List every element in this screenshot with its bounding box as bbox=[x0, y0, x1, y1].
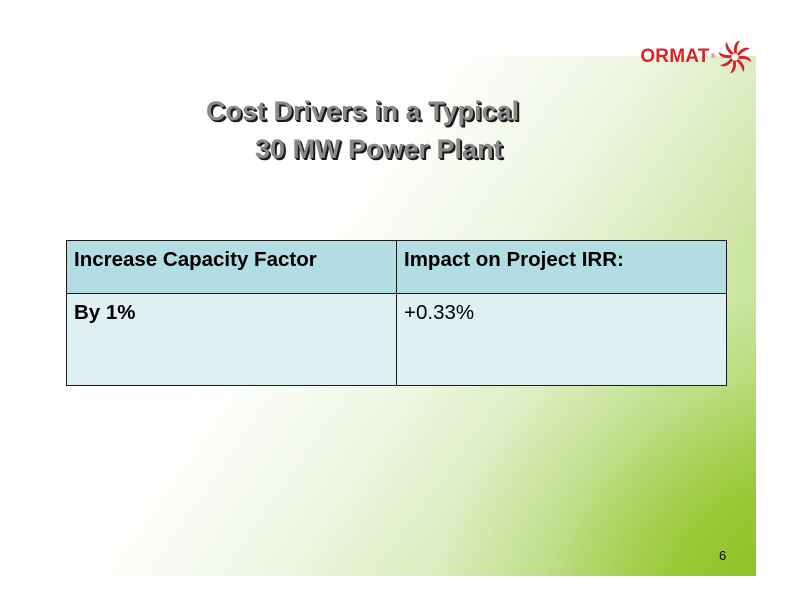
ormat-logo: ORMAT ® bbox=[640, 40, 752, 74]
cell-irr-impact: +0.33% bbox=[396, 293, 727, 386]
header-impact-on-irr: Impact on Project IRR: bbox=[396, 240, 727, 294]
slide-title: Cost Drivers in a Typical 30 MW Power Pl… bbox=[180, 92, 620, 168]
title-line-1: Cost Drivers in a Typical bbox=[206, 96, 520, 126]
ormat-swirl-icon bbox=[718, 40, 752, 74]
logo-text: ORMAT bbox=[640, 46, 710, 67]
header-increase-capacity-factor: Increase Capacity Factor bbox=[66, 240, 397, 294]
table-row: By 1% +0.33% bbox=[66, 293, 727, 386]
table-header-row: Increase Capacity Factor Impact on Proje… bbox=[66, 240, 727, 294]
page-number: 6 bbox=[719, 548, 727, 563]
cell-capacity-increase: By 1% bbox=[66, 293, 397, 386]
title-line-2: 30 MW Power Plant bbox=[255, 134, 503, 164]
cost-drivers-table: Increase Capacity Factor Impact on Proje… bbox=[66, 240, 727, 386]
logo-registered-mark: ® bbox=[710, 54, 715, 60]
